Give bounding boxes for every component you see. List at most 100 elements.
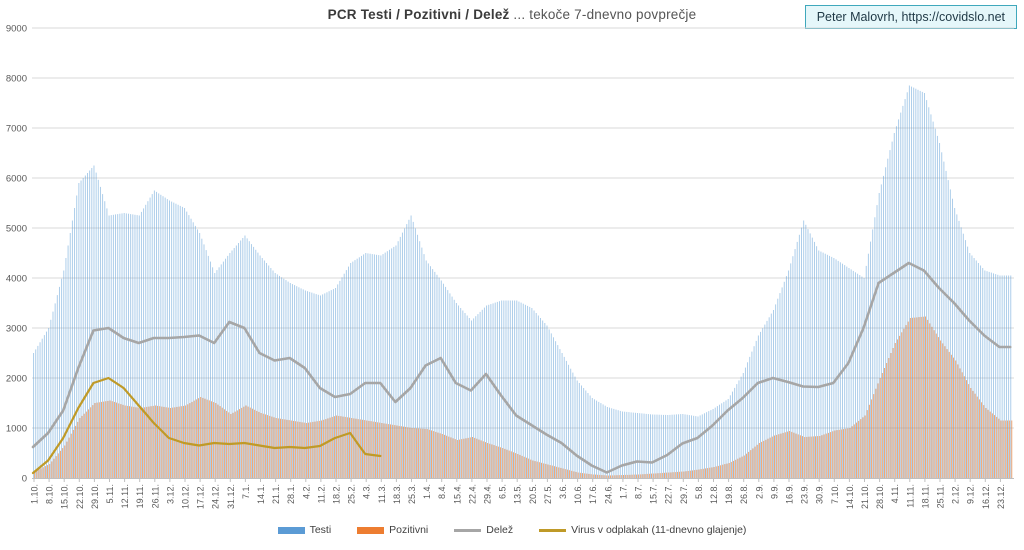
legend-item-testi: Testi — [277, 524, 332, 536]
svg-text:29.10.: 29.10. — [90, 484, 100, 509]
legend-label-virus: Virus v odplakah (11-dnevno glajenje) — [571, 524, 747, 536]
svg-text:15.4.: 15.4. — [452, 484, 462, 504]
svg-text:24.12.: 24.12. — [211, 484, 221, 509]
svg-text:17.12.: 17.12. — [196, 484, 206, 509]
svg-text:27.5.: 27.5. — [543, 484, 553, 504]
svg-text:15.7.: 15.7. — [649, 484, 659, 504]
svg-text:6000: 6000 — [6, 173, 27, 184]
svg-text:12.11.: 12.11. — [120, 484, 130, 508]
svg-text:14.1.: 14.1. — [256, 484, 266, 504]
svg-text:18.2.: 18.2. — [332, 484, 342, 504]
svg-text:1.4.: 1.4. — [422, 484, 432, 499]
svg-text:31.12.: 31.12. — [226, 484, 236, 509]
svg-text:21.10.: 21.10. — [860, 484, 870, 509]
svg-text:6.5.: 6.5. — [498, 484, 508, 499]
svg-text:19.11.: 19.11. — [135, 484, 145, 508]
svg-text:1000: 1000 — [6, 423, 27, 434]
svg-text:11.3.: 11.3. — [377, 484, 387, 503]
svg-text:5000: 5000 — [6, 223, 27, 234]
svg-text:7.1.: 7.1. — [241, 484, 251, 499]
svg-text:29.7.: 29.7. — [679, 484, 689, 504]
svg-text:18.11.: 18.11. — [920, 484, 930, 508]
svg-text:8.7.: 8.7. — [634, 484, 644, 499]
legend-swatch-virus-icon — [539, 528, 567, 532]
svg-text:3.12.: 3.12. — [165, 484, 175, 504]
virus-line — [31, 376, 382, 475]
svg-text:26.8.: 26.8. — [739, 484, 749, 504]
svg-text:8.4.: 8.4. — [437, 484, 447, 499]
legend-swatch-pozitivni-icon — [357, 526, 385, 534]
svg-text:23.12.: 23.12. — [996, 484, 1006, 509]
legend-swatch-delez-icon — [454, 528, 482, 532]
svg-text:22.10.: 22.10. — [75, 484, 85, 509]
legend-item-virus: Virus v odplakah (11-dnevno glajenje) — [539, 524, 746, 536]
svg-text:30.9.: 30.9. — [815, 484, 825, 504]
legend-label-testi: Testi — [309, 524, 332, 536]
svg-text:28.1.: 28.1. — [286, 484, 296, 504]
svg-text:22.4.: 22.4. — [467, 484, 477, 504]
svg-text:9.9.: 9.9. — [769, 484, 779, 499]
svg-text:1.10.: 1.10. — [30, 484, 40, 504]
svg-text:13.5.: 13.5. — [513, 484, 523, 504]
svg-text:14.10.: 14.10. — [845, 484, 855, 509]
svg-text:10.12.: 10.12. — [181, 484, 191, 509]
svg-text:1.7.: 1.7. — [618, 484, 628, 499]
svg-text:7000: 7000 — [6, 123, 27, 134]
svg-text:4.3.: 4.3. — [362, 484, 372, 499]
svg-text:4.11.: 4.11. — [890, 484, 900, 503]
svg-text:19.8.: 19.8. — [724, 484, 734, 504]
svg-text:20.5.: 20.5. — [528, 484, 538, 504]
svg-text:25.11.: 25.11. — [936, 484, 946, 508]
chart-title-regular: ... tekoče 7-dnevno povprečje — [509, 7, 697, 22]
svg-text:22.7.: 22.7. — [664, 484, 674, 504]
svg-text:17.6.: 17.6. — [588, 484, 598, 504]
y-axis-labels: 0 1000 2000 3000 4000 5000 6000 7000 8000 9000 — [6, 23, 27, 484]
x-axis-labels: 1.10. 8.10. 15.10. 22.10. 29.10. 5.11. 12.11. 1… — [30, 484, 1006, 509]
svg-text:2000: 2000 — [6, 373, 27, 384]
pozitivni-bars — [34, 316, 1013, 478]
svg-text:15.10.: 15.10. — [60, 484, 70, 509]
legend-label-delez: Delež — [486, 524, 514, 536]
svg-text:3.6.: 3.6. — [558, 484, 568, 499]
svg-text:16.9.: 16.9. — [785, 484, 795, 504]
svg-text:24.6.: 24.6. — [603, 484, 613, 504]
svg-text:12.8.: 12.8. — [709, 484, 719, 504]
svg-text:2.9.: 2.9. — [754, 484, 764, 499]
legend-item-delez: Delež — [454, 524, 513, 536]
svg-text:4000: 4000 — [6, 273, 27, 284]
legend: Testi Pozitivni Delež Virus v odplakah (… — [0, 524, 1024, 536]
svg-text:25.3.: 25.3. — [407, 484, 417, 504]
svg-text:25.2.: 25.2. — [347, 484, 357, 504]
svg-text:8000: 8000 — [6, 73, 27, 84]
svg-text:28.10.: 28.10. — [875, 484, 885, 509]
svg-text:4.2.: 4.2. — [301, 484, 311, 499]
watermark-link[interactable]: Peter Malovrh, https://covidslo.net — [804, 5, 1017, 29]
chart-title: PCR Testi / Pozitivni / Delež ... tekoče… — [0, 7, 1024, 22]
svg-text:2.12.: 2.12. — [951, 484, 961, 504]
svg-text:11.11.: 11.11. — [905, 484, 915, 508]
svg-text:0: 0 — [22, 473, 27, 484]
svg-text:10.6.: 10.6. — [573, 484, 583, 504]
delez-line — [31, 261, 1012, 474]
svg-text:26.11.: 26.11. — [150, 484, 160, 508]
svg-text:7.10.: 7.10. — [830, 484, 840, 504]
svg-text:5.8.: 5.8. — [694, 484, 704, 499]
chart-plot: 0 1000 2000 3000 4000 5000 6000 7000 8000 9000 1.1… — [6, 23, 1014, 509]
legend-label-pozitivni: Pozitivni — [389, 524, 429, 536]
svg-text:8.10.: 8.10. — [45, 484, 55, 504]
svg-text:3000: 3000 — [6, 323, 27, 334]
svg-text:18.3.: 18.3. — [392, 484, 402, 504]
legend-swatch-testi-icon — [277, 526, 305, 534]
svg-text:9000: 9000 — [6, 23, 27, 34]
x-axis-ticks — [33, 479, 1001, 482]
svg-text:5.11.: 5.11. — [105, 484, 115, 503]
chart-title-bold: PCR Testi / Pozitivni / Delež — [327, 7, 510, 22]
testi-bars — [33, 85, 1012, 479]
svg-text:21.1.: 21.1. — [271, 484, 281, 504]
svg-text:23.9.: 23.9. — [800, 484, 810, 504]
svg-text:16.12.: 16.12. — [981, 484, 991, 509]
svg-text:9.12.: 9.12. — [966, 484, 976, 504]
svg-text:29.4.: 29.4. — [483, 484, 493, 504]
legend-item-pozitivni: Pozitivni — [357, 524, 428, 536]
